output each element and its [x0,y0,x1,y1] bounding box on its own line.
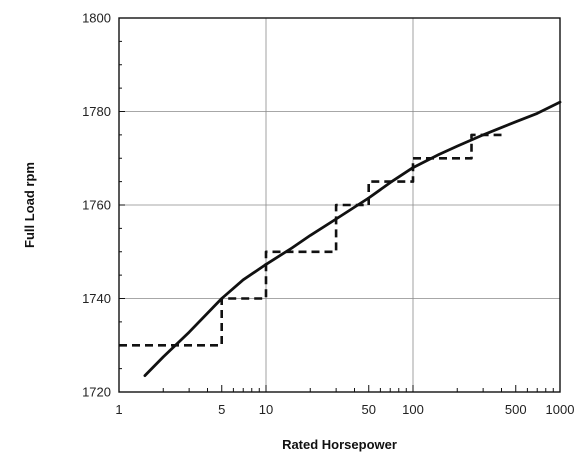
x-tick-label: 5 [218,402,225,417]
y-axis-title: Full Load rpm [22,162,37,248]
x-tick-label: 500 [505,402,527,417]
x-tick-label: 100 [402,402,424,417]
y-tick-label: 1720 [82,385,111,400]
axis-ticks [118,17,561,393]
x-tick-label: 50 [362,402,376,417]
nema-standard-dashed-line [119,133,502,347]
y-tick-label: 1740 [82,291,111,306]
tick-labels: 1 5 10 50 100 500 1000 1720 1740 1760 1780 1800 [82,11,574,418]
x-tick-label: 1 [115,402,122,417]
fitted-solid-curve [143,100,562,378]
x-tick-label: 1000 [546,402,575,417]
y-tick-label: 1760 [82,198,111,213]
x-tick-label: 10 [259,402,273,417]
x-axis-title: Rated Horsepower [282,437,397,452]
y-tick-label: 1800 [82,11,111,26]
series-layer [119,100,562,378]
y-tick-label: 1780 [82,104,111,119]
